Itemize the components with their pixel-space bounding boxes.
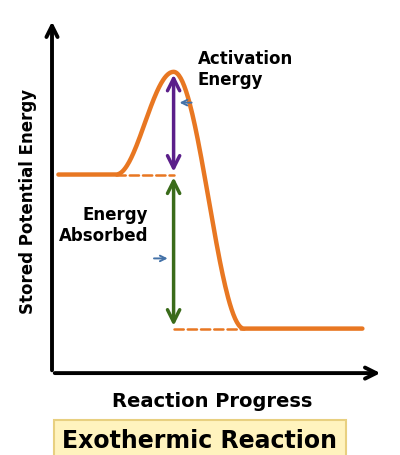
Text: Stored Potential Energy: Stored Potential Energy (19, 89, 37, 314)
Text: Exothermic Reaction: Exothermic Reaction (62, 429, 338, 453)
Text: Activation
Energy: Activation Energy (198, 50, 293, 89)
Text: Reaction Progress: Reaction Progress (112, 392, 312, 411)
Text: Energy
Absorbed: Energy Absorbed (58, 206, 148, 245)
